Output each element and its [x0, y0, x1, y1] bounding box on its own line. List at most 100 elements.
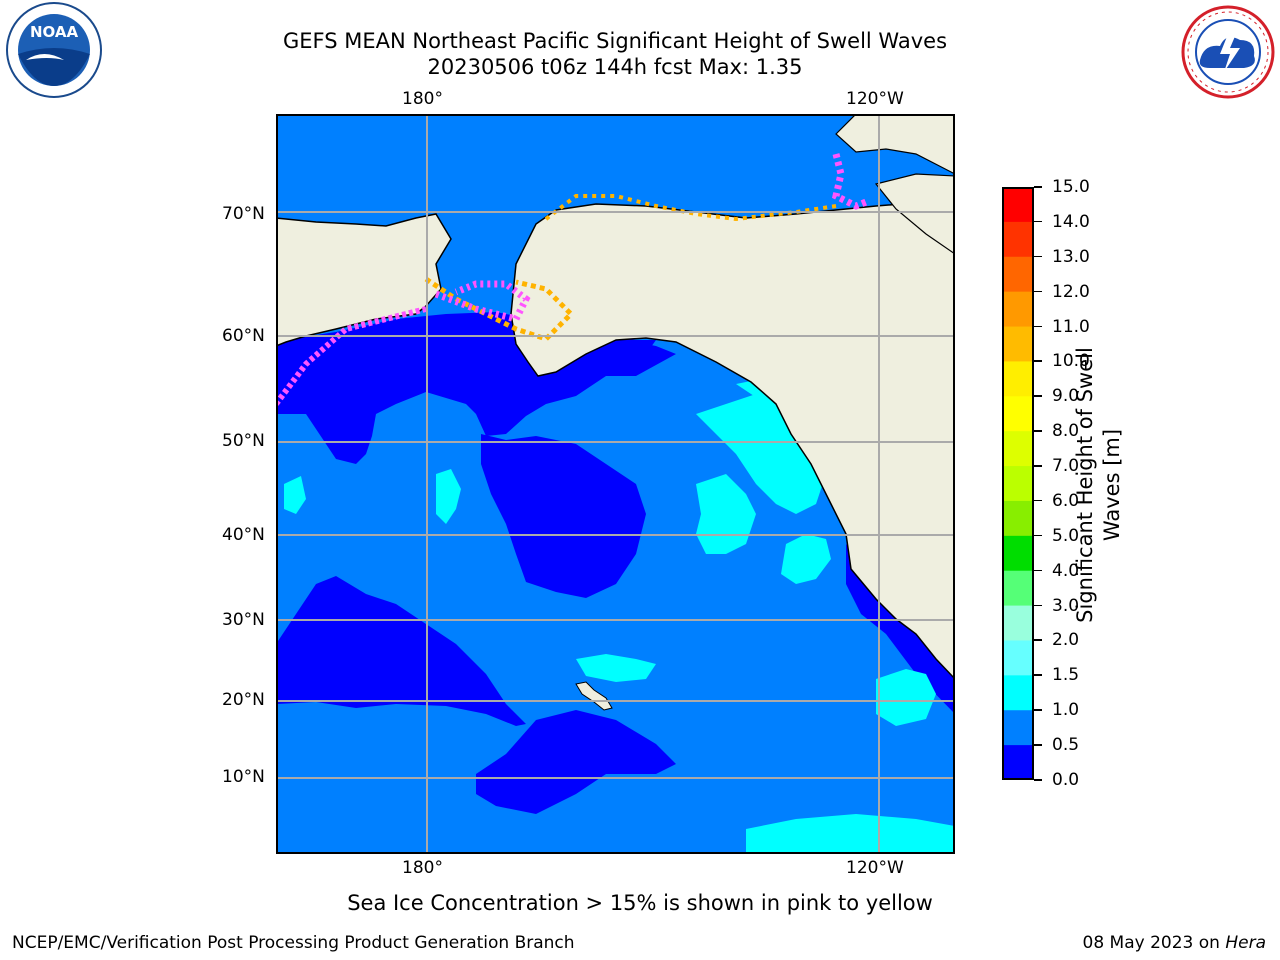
colorbar-tick-mark: [1034, 639, 1042, 641]
map-svg: [276, 114, 955, 854]
colorbar-segment: [1002, 535, 1034, 572]
colorbar-tick-mark: [1034, 744, 1042, 746]
colorbar-segment: [1002, 221, 1034, 258]
colorbar-tick-mark: [1034, 255, 1042, 258]
sea-ice-band-3: [434, 280, 531, 324]
colorbar-tick-mark: [1034, 220, 1042, 223]
colorbar-segment: [1002, 466, 1034, 502]
colorbar-tick-label: 4.0: [1052, 560, 1080, 581]
lat-label-70n: 70°N: [222, 204, 265, 224]
colorbar-segment: [1002, 675, 1034, 711]
nws-logo: [1178, 4, 1278, 100]
colorbar-tick-mark: [1034, 709, 1042, 711]
colorbar-segment: [1002, 710, 1034, 746]
colorbar-segment: [1002, 745, 1034, 781]
colorbar-tick-label: 11.0: [1052, 316, 1090, 337]
land-hawaii: [575, 681, 613, 711]
colorbar-segment: [1002, 570, 1034, 607]
colorbar-tick-label: 1.0: [1052, 700, 1080, 721]
swell-region-low-west: [277, 576, 526, 726]
lon-label-bottom-180: 180°: [402, 858, 443, 878]
swell-region-mid-4: [576, 654, 656, 682]
land-north-islands: [835, 115, 954, 175]
colorbar-frame: [1002, 187, 1034, 780]
noaa-logo-text: NOAA: [30, 23, 79, 41]
swell-region-mid-8: [746, 814, 954, 853]
lon-label-bottom-120w: 120°W: [846, 858, 904, 878]
footer-machine: Hera: [1225, 933, 1266, 953]
colorbar-tick-mark: [1034, 360, 1042, 362]
colorbar-segment: [1002, 291, 1034, 328]
colorbar-tick-label: 15.0: [1052, 177, 1090, 197]
map-subtitle: 20230506 t06z 144h fcst Max: 1.35: [427, 55, 803, 79]
colorbar-segment: [1002, 396, 1034, 432]
map-frame: [276, 114, 955, 854]
colorbar-tick-label: 8.0: [1052, 421, 1080, 442]
colorbar-tick-mark: [1034, 534, 1042, 537]
swell-region-low-gulf: [596, 342, 676, 376]
lon-label-top-180: 180°: [402, 89, 443, 109]
swell-region-low-central: [481, 434, 646, 598]
colorbar-tick-label: 3.0: [1052, 595, 1080, 616]
lat-label-60n: 60°N: [222, 326, 265, 346]
colorbar-tick-mark: [1034, 569, 1042, 572]
swell-region-mid-6: [436, 469, 461, 524]
colorbar-tick-label: 9.0: [1052, 386, 1080, 407]
colorbar-segment: [1002, 326, 1034, 363]
lat-label-30n: 30°N: [222, 610, 265, 630]
footer-left: NCEP/EMC/Verification Post Processing Pr…: [12, 933, 575, 953]
swell-region-mid-5: [876, 669, 936, 726]
colorbar-tick-label: 14.0: [1052, 211, 1090, 232]
colorbar-tick-label: 12.0: [1052, 281, 1090, 302]
colorbar-label-line2: Waves [m]: [1100, 428, 1124, 542]
land-ne-arctic: [874, 173, 954, 255]
colorbar-segment: [1002, 256, 1034, 293]
colorbar-segment: [1002, 500, 1034, 537]
colorbar-svg: [1002, 187, 1034, 781]
colorbar-tick-mark: [1034, 325, 1042, 328]
graticule: [277, 115, 954, 853]
colorbar-segment: [1002, 361, 1034, 397]
map-panel: [276, 114, 955, 854]
colorbar-tick-label: 7.0: [1052, 456, 1080, 477]
colorbar-tick-label: 13.0: [1052, 246, 1090, 267]
colorbar-tick-label: 0.5: [1052, 735, 1080, 756]
colorbar-tick-label: 10.0: [1052, 351, 1090, 372]
colorbar-segment: [1002, 187, 1034, 223]
colorbar-tick-mark: [1034, 290, 1042, 293]
colorbar-label-line1: Significant Height of Swell: [1073, 347, 1097, 623]
colorbar-tick-mark: [1034, 604, 1042, 607]
colorbar-tick-label: 2.0: [1052, 630, 1080, 651]
colorbar-tick-mark: [1034, 186, 1042, 188]
lat-label-10n: 10°N: [222, 767, 265, 787]
swell-region-low-south: [476, 710, 676, 814]
colorbar-tick-mark: [1034, 674, 1042, 676]
noaa-logo: NOAA: [4, 2, 104, 102]
caption: Sea Ice Concentration > 15% is shown in …: [347, 891, 933, 915]
swell-region-mid-3: [781, 534, 831, 584]
colorbar-label: Significant Height of Swell Waves [m]: [1072, 315, 1130, 655]
colorbar-segment: [1002, 605, 1034, 642]
sea-ice-band-2: [424, 276, 575, 342]
colorbar: [1002, 187, 1034, 781]
footer-right: 08 May 2023 on Hera: [1083, 933, 1267, 953]
colorbar-segment: [1002, 640, 1034, 676]
lat-label-40n: 40°N: [222, 525, 265, 545]
colorbar-segment: [1002, 431, 1034, 467]
colorbar-tick-label: 5.0: [1052, 525, 1080, 546]
map-title: GEFS MEAN Northeast Pacific Significant …: [282, 29, 948, 53]
colorbar-tick-mark: [1034, 465, 1042, 467]
colorbar-tick-label: 1.5: [1052, 665, 1080, 686]
footer-date: 08 May 2023 on: [1082, 933, 1226, 953]
land-alaska: [510, 199, 954, 680]
colorbar-tick-mark: [1034, 430, 1042, 432]
colorbar-tick-mark: [1034, 779, 1042, 781]
colorbar-tick-mark: [1034, 395, 1042, 397]
colorbar-tick-label: 0.0: [1052, 770, 1080, 790]
lat-label-50n: 50°N: [222, 431, 265, 451]
sea-ice-band-5: [831, 153, 868, 210]
lon-label-top-120w: 120°W: [846, 89, 904, 109]
colorbar-tick-mark: [1034, 499, 1042, 502]
colorbar-tick-label: 6.0: [1052, 490, 1080, 511]
swell-region-mid-7: [284, 476, 306, 514]
